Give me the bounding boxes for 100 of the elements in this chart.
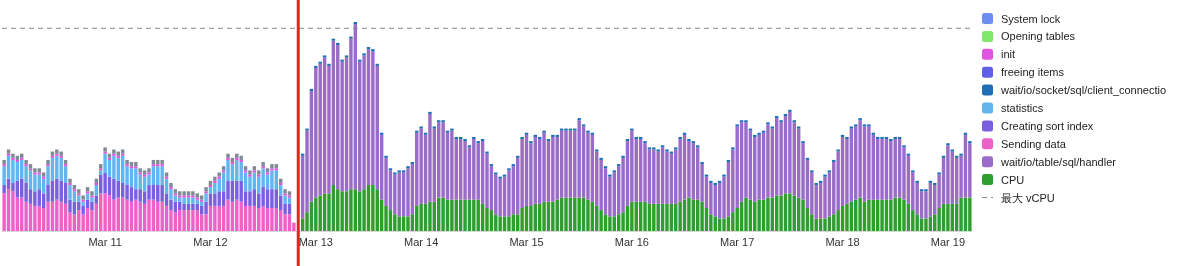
bar	[643, 201, 647, 231]
bar	[494, 172, 498, 175]
bar	[735, 126, 739, 209]
bar	[450, 199, 454, 231]
legend-label: Opening tables	[1001, 30, 1076, 43]
bar	[340, 191, 344, 231]
bar	[147, 172, 151, 175]
x-tick-label: Mar 16	[614, 236, 649, 248]
bar	[41, 172, 46, 177]
bar	[33, 205, 37, 231]
bar	[283, 214, 287, 231]
bar	[542, 132, 546, 202]
bar	[103, 193, 107, 231]
bar	[744, 120, 748, 123]
bar	[90, 197, 94, 202]
bar	[182, 203, 186, 211]
bar	[239, 155, 243, 160]
bar	[665, 151, 669, 204]
bar	[757, 132, 761, 135]
bar	[397, 170, 401, 173]
bar	[406, 168, 410, 217]
bar	[608, 174, 612, 177]
bar	[11, 157, 15, 160]
bar	[191, 197, 195, 204]
bar	[33, 191, 37, 206]
bar	[652, 147, 656, 150]
bar	[678, 136, 682, 140]
bar	[24, 182, 28, 202]
bar	[55, 149, 59, 154]
bar	[450, 128, 454, 131]
bar	[318, 195, 322, 231]
bar	[428, 113, 432, 202]
bar	[81, 201, 85, 206]
bar	[11, 191, 15, 231]
bar	[217, 172, 221, 177]
bar	[235, 157, 239, 160]
bar	[2, 193, 6, 231]
bar	[441, 122, 445, 198]
x-tick-label: Mar 15	[509, 236, 544, 248]
bar	[33, 168, 37, 173]
bar	[687, 139, 691, 142]
bar	[147, 168, 151, 173]
bar	[801, 199, 805, 231]
bar	[867, 126, 871, 200]
bar	[362, 189, 366, 231]
bar	[164, 172, 169, 177]
bar	[24, 159, 28, 165]
bar	[327, 63, 331, 66]
bar	[314, 197, 318, 231]
bar	[551, 136, 555, 202]
bar	[867, 199, 871, 231]
bar	[428, 111, 432, 114]
bar	[406, 216, 410, 231]
bar	[112, 153, 116, 156]
bar	[226, 153, 230, 158]
bar	[577, 197, 581, 231]
bar	[665, 149, 669, 152]
bar	[810, 170, 814, 173]
bar	[586, 199, 590, 231]
bar	[757, 199, 761, 231]
bar	[946, 203, 950, 231]
bar	[687, 197, 691, 231]
bar	[577, 120, 581, 198]
bar	[37, 172, 41, 175]
bar	[564, 197, 568, 231]
bar	[472, 199, 476, 231]
bar	[11, 159, 15, 183]
bar	[81, 199, 85, 202]
bar	[55, 155, 59, 179]
x-tick-label: Mar 18	[825, 236, 860, 248]
bar	[287, 195, 292, 198]
bar	[880, 199, 884, 231]
bar	[950, 149, 954, 152]
bar	[889, 199, 893, 231]
bar	[226, 157, 230, 160]
bar	[283, 189, 287, 194]
bar	[472, 136, 476, 140]
bar	[401, 216, 406, 231]
bar	[270, 170, 274, 190]
bar	[248, 205, 252, 231]
bar	[779, 195, 783, 231]
bar	[33, 174, 37, 192]
bar	[235, 180, 239, 200]
x-tick-label: Mar 19	[930, 236, 966, 248]
bar	[643, 141, 647, 144]
bar	[103, 151, 107, 154]
bar	[138, 189, 142, 202]
bar	[902, 199, 906, 231]
bar	[788, 111, 792, 194]
bar	[731, 147, 735, 150]
bar	[485, 151, 489, 154]
bar	[2, 164, 6, 167]
bar	[270, 189, 274, 209]
bar	[134, 162, 138, 167]
bar	[788, 193, 792, 231]
bar	[46, 201, 50, 231]
bar	[178, 195, 182, 198]
bar	[182, 195, 186, 198]
bar	[924, 189, 928, 192]
bar	[195, 193, 199, 198]
